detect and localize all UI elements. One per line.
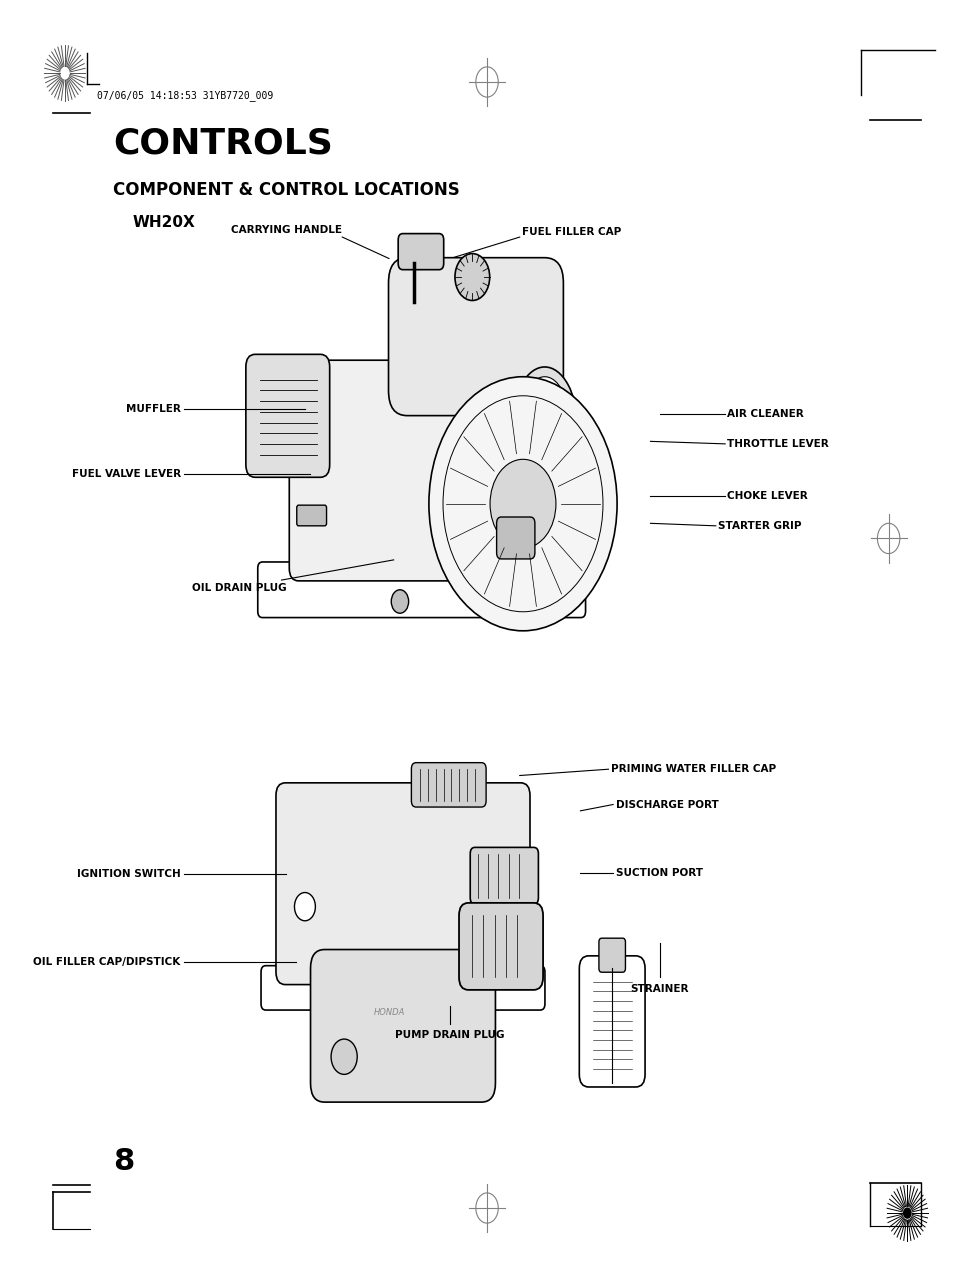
Text: STARTER GRIP: STARTER GRIP [717,521,801,531]
Text: AIR CLEANER: AIR CLEANER [726,409,803,419]
FancyBboxPatch shape [388,257,563,416]
Text: FUEL FILLER CAP: FUEL FILLER CAP [521,227,620,237]
Text: CHOKE LEVER: CHOKE LEVER [726,491,807,501]
Ellipse shape [512,367,577,484]
Text: PRIMING WATER FILLER CAP: PRIMING WATER FILLER CAP [611,764,776,774]
Circle shape [490,459,556,549]
Circle shape [331,1039,356,1074]
Ellipse shape [518,377,570,474]
Circle shape [294,893,315,921]
Text: SUCTION PORT: SUCTION PORT [616,868,702,878]
Text: MUFFLER: MUFFLER [126,404,180,414]
Text: CONTROLS: CONTROLS [113,127,333,161]
Text: FUEL VALVE LEVER: FUEL VALVE LEVER [71,469,180,479]
Circle shape [455,253,489,300]
FancyBboxPatch shape [275,783,530,985]
FancyBboxPatch shape [598,938,625,972]
Circle shape [429,377,617,630]
Text: OIL FILLER CAP/DIPSTICK: OIL FILLER CAP/DIPSTICK [33,957,180,967]
Text: DISCHARGE PORT: DISCHARGE PORT [616,799,718,810]
FancyBboxPatch shape [296,506,326,526]
FancyBboxPatch shape [257,562,585,618]
FancyBboxPatch shape [458,903,542,990]
Text: STRAINER: STRAINER [630,984,688,994]
Text: 07/06/05 14:18:53 31YB7720_009: 07/06/05 14:18:53 31YB7720_009 [96,91,273,101]
FancyBboxPatch shape [261,966,544,1010]
FancyBboxPatch shape [246,354,330,477]
Text: IGNITION SWITCH: IGNITION SWITCH [77,869,180,879]
Circle shape [391,590,408,613]
FancyBboxPatch shape [289,361,554,581]
Text: COMPONENT & CONTROL LOCATIONS: COMPONENT & CONTROL LOCATIONS [113,182,459,199]
Text: PUMP DRAIN PLUG: PUMP DRAIN PLUG [395,1030,504,1040]
Text: THROTTLE LEVER: THROTTLE LEVER [726,439,828,449]
FancyBboxPatch shape [411,763,486,807]
Text: 8: 8 [113,1148,134,1177]
FancyBboxPatch shape [497,517,535,559]
Text: OIL DRAIN PLUG: OIL DRAIN PLUG [193,583,287,593]
Text: CARRYING HANDLE: CARRYING HANDLE [231,224,342,235]
Text: HONDA: HONDA [374,1008,405,1018]
FancyBboxPatch shape [311,950,495,1102]
Text: WH20X: WH20X [132,214,194,230]
FancyBboxPatch shape [470,847,537,904]
Circle shape [902,1208,910,1218]
FancyBboxPatch shape [578,956,644,1087]
FancyBboxPatch shape [397,233,443,270]
